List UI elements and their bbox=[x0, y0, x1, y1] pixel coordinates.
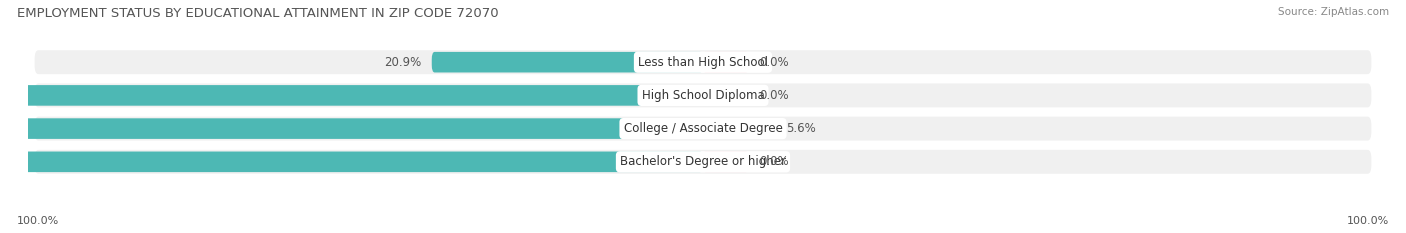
FancyBboxPatch shape bbox=[703, 52, 748, 72]
FancyBboxPatch shape bbox=[35, 50, 1371, 74]
Text: Less than High School: Less than High School bbox=[638, 56, 768, 69]
Text: 0.0%: 0.0% bbox=[759, 155, 789, 168]
Text: College / Associate Degree: College / Associate Degree bbox=[624, 122, 782, 135]
FancyBboxPatch shape bbox=[0, 85, 703, 106]
Text: Source: ZipAtlas.com: Source: ZipAtlas.com bbox=[1278, 7, 1389, 17]
Text: 20.9%: 20.9% bbox=[384, 56, 422, 69]
Text: 5.6%: 5.6% bbox=[786, 122, 815, 135]
Text: 100.0%: 100.0% bbox=[17, 216, 59, 226]
Text: High School Diploma: High School Diploma bbox=[641, 89, 765, 102]
FancyBboxPatch shape bbox=[35, 83, 1371, 107]
Text: 0.0%: 0.0% bbox=[759, 89, 789, 102]
FancyBboxPatch shape bbox=[0, 151, 703, 172]
FancyBboxPatch shape bbox=[703, 85, 748, 106]
FancyBboxPatch shape bbox=[35, 150, 1371, 174]
FancyBboxPatch shape bbox=[703, 151, 748, 172]
Text: 0.0%: 0.0% bbox=[759, 56, 789, 69]
FancyBboxPatch shape bbox=[35, 117, 1371, 140]
FancyBboxPatch shape bbox=[432, 52, 703, 72]
Text: 100.0%: 100.0% bbox=[1347, 216, 1389, 226]
FancyBboxPatch shape bbox=[0, 118, 703, 139]
Text: Bachelor's Degree or higher: Bachelor's Degree or higher bbox=[620, 155, 786, 168]
FancyBboxPatch shape bbox=[703, 118, 776, 139]
Text: EMPLOYMENT STATUS BY EDUCATIONAL ATTAINMENT IN ZIP CODE 72070: EMPLOYMENT STATUS BY EDUCATIONAL ATTAINM… bbox=[17, 7, 499, 20]
